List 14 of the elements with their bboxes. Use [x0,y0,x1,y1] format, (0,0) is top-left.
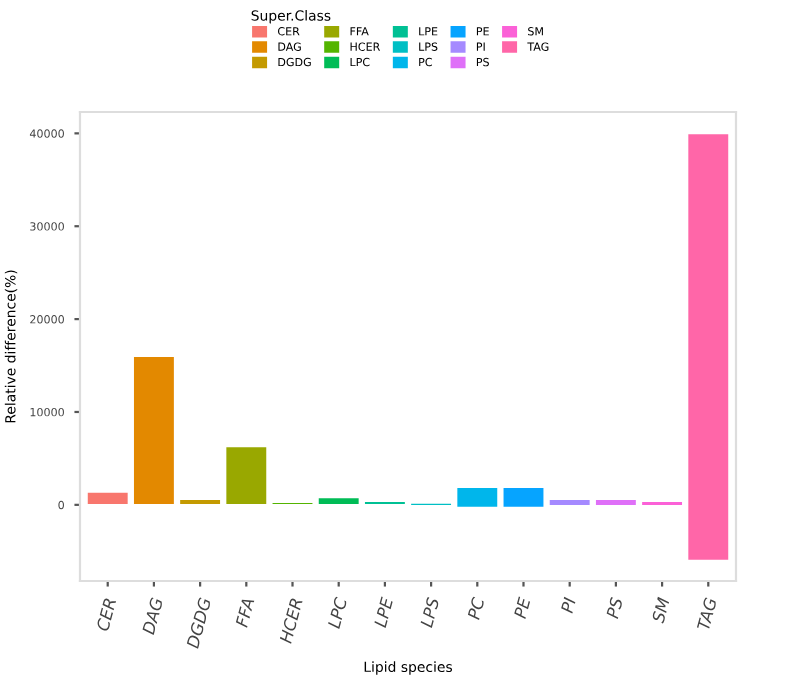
x-tick-label: PE [513,596,531,619]
x-tick-label: CER [96,597,117,632]
x-tick-label: DAG [141,597,164,636]
x-tick-label: TAG [696,597,718,631]
x-tick-label: LPC [327,596,348,630]
x-tick-label: LPE [373,596,394,628]
x-tick-label: PI [560,596,576,614]
x-tick-label: DGDG [186,597,212,649]
x-tick-label: FFA [235,597,255,628]
x-tick-label: HCER [279,597,303,644]
x-tick-label: SM [651,596,670,624]
x-tick-label: PS [605,596,624,620]
x-tick-label: LPS [419,596,440,629]
x-tick-label: PC [467,596,485,621]
